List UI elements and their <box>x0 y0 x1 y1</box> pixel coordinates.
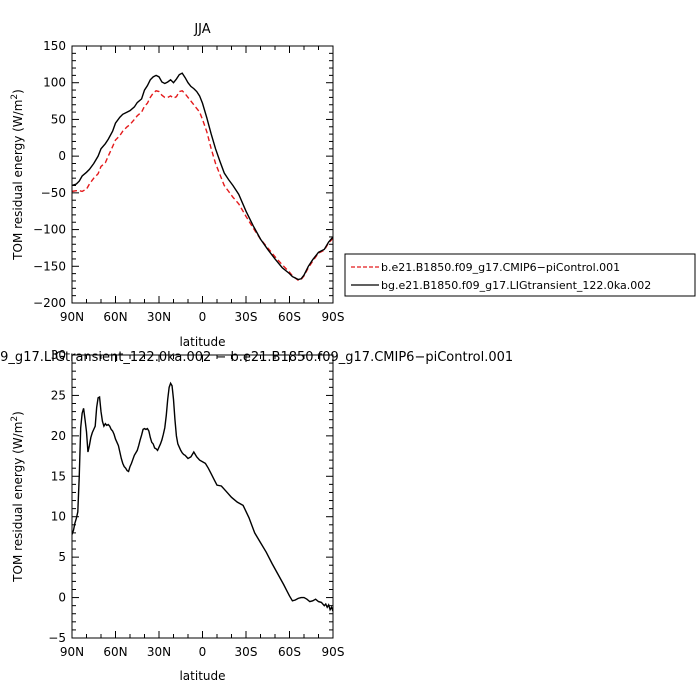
legend: b.e21.B1850.f09_g17.CMIP6−piControl.001b… <box>344 253 696 297</box>
y-axis-label-sup: 2 <box>10 94 20 100</box>
x-axis-label: latitude <box>179 669 225 683</box>
y-tick-label: −100 <box>33 223 66 237</box>
y-tick-label: −50 <box>41 186 66 200</box>
y-axis-label-main: TOM residual energy (W/m <box>11 100 25 261</box>
x-tick-label: 30N <box>147 645 171 659</box>
chart-panel-2: bg.e21.B1850.f09_g17.LIGtransient_122.0k… <box>0 348 513 683</box>
x-tick-label: 30S <box>235 645 258 659</box>
x-tick-label: 0 <box>199 310 207 324</box>
x-tick-label: 90N <box>60 645 84 659</box>
x-tick-label: 30N <box>147 310 171 324</box>
y-axis-label-close: ) <box>11 89 25 94</box>
plot-frame <box>71 354 334 639</box>
y-tick-label: −150 <box>33 259 66 273</box>
y-axis-label-sup: 2 <box>10 416 20 422</box>
x-tick-label: 60N <box>103 310 127 324</box>
series-line-2 <box>72 72 333 281</box>
y-tick-label: −200 <box>33 296 66 310</box>
y-tick-label: 0 <box>58 149 66 163</box>
y-tick-label: 5 <box>58 550 66 564</box>
x-tick-label: 90S <box>322 310 345 324</box>
y-axis-label: TOM residual energy (W/m2) <box>10 411 25 583</box>
series-line-1 <box>72 381 333 612</box>
y-tick-label: 0 <box>58 591 66 605</box>
chart-title: JJA <box>193 22 210 37</box>
y-tick-label: −5 <box>48 631 66 645</box>
legend-label-1: b.e21.B1850.f09_g17.CMIP6−piControl.001 <box>381 261 620 274</box>
x-tick-label: 60N <box>103 645 127 659</box>
y-tick-label: 50 <box>51 112 66 126</box>
x-tick-label: 30S <box>235 310 258 324</box>
x-tick-label: 90N <box>60 310 84 324</box>
chart-panel-1: JJA 90N 60N 30N 0 30S 60S 90S −200 −150 −100 −50 0 50… <box>10 22 696 349</box>
y-axis-label: TOM residual energy (W/m2) <box>10 89 25 261</box>
x-tick-label: 60S <box>278 645 301 659</box>
y-tick-label: 25 <box>51 388 66 402</box>
chart-title: bg.e21.B1850.f09_g17.LIGtransient_122.0k… <box>0 350 513 365</box>
y-axis-label-main: TOM residual energy (W/m <box>11 422 25 583</box>
y-tick-label: 100 <box>43 76 66 90</box>
y-tick-label: 10 <box>51 510 66 524</box>
legend-label-2: bg.e21.B1850.f09_g17.LIGtransient_122.0k… <box>381 279 651 292</box>
x-tick-label: 0 <box>199 645 207 659</box>
y-tick-label: 15 <box>51 469 66 483</box>
x-axis-label: latitude <box>179 335 225 349</box>
plot-frame <box>71 45 334 304</box>
legend-box <box>344 253 696 297</box>
y-tick-label: 20 <box>51 429 66 443</box>
x-tick-label: 60S <box>278 310 301 324</box>
y-axis-label-close: ) <box>11 411 25 416</box>
series-line-1 <box>72 90 333 282</box>
y-tick-label: 150 <box>43 39 66 53</box>
x-tick-label: 90S <box>322 645 345 659</box>
y-tick-label: 30 <box>51 348 66 362</box>
